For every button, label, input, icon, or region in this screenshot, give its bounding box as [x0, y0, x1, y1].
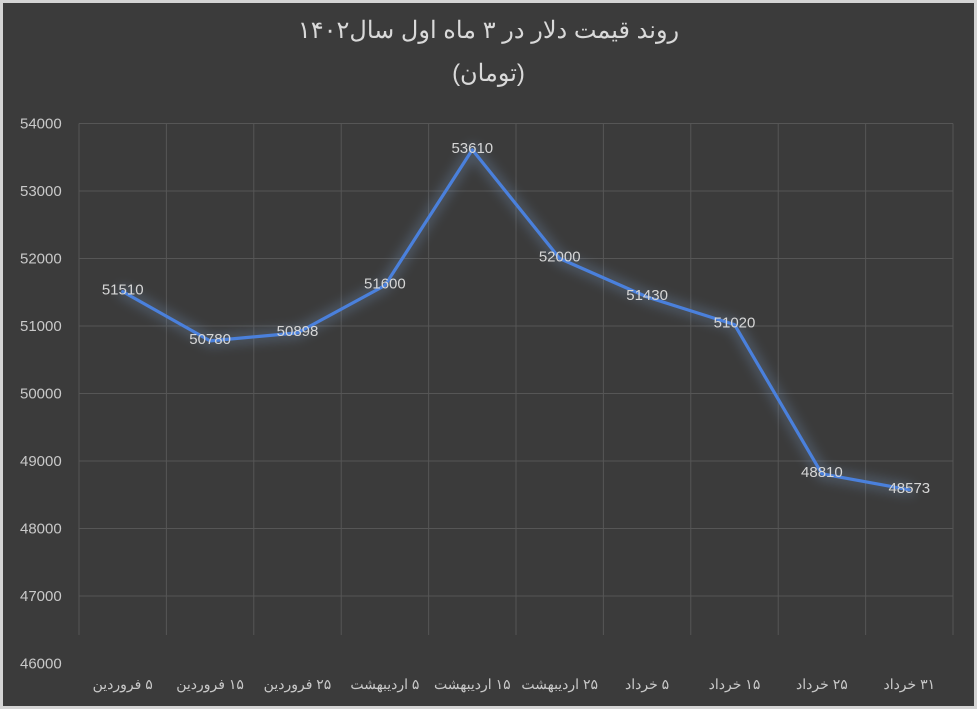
svg-text:50898: 50898 — [277, 323, 319, 340]
svg-text:51020: 51020 — [714, 315, 756, 332]
svg-text:54000: 54000 — [20, 116, 62, 133]
svg-text:53000: 53000 — [20, 183, 62, 200]
svg-text:51600: 51600 — [364, 276, 406, 293]
svg-text:۱۵ اردیبهشت: ۱۵ اردیبهشت — [434, 676, 511, 693]
svg-text:50780: 50780 — [189, 331, 231, 348]
svg-text:۳۱ خرداد: ۳۱ خرداد — [883, 676, 935, 693]
svg-text:۲۵ خرداد: ۲۵ خرداد — [796, 676, 848, 693]
svg-text:51000: 51000 — [20, 318, 62, 335]
svg-text:49000: 49000 — [20, 453, 62, 470]
svg-text:۵ فروردین: ۵ فروردین — [93, 676, 153, 693]
svg-text:47000: 47000 — [20, 588, 62, 605]
svg-text:46000: 46000 — [20, 656, 62, 673]
svg-text:53610: 53610 — [451, 140, 493, 157]
svg-text:48573: 48573 — [888, 480, 930, 497]
svg-text:۲۵ اردیبهشت: ۲۵ اردیبهشت — [521, 676, 598, 693]
svg-text:50000: 50000 — [20, 386, 62, 403]
svg-text:51510: 51510 — [102, 282, 144, 299]
svg-text:۱۵ فروردین: ۱۵ فروردین — [176, 676, 244, 693]
svg-text:51430: 51430 — [626, 287, 668, 304]
svg-text:48000: 48000 — [20, 521, 62, 538]
svg-text:52000: 52000 — [539, 249, 581, 266]
svg-text:48810: 48810 — [801, 464, 843, 481]
svg-text:۲۵ فروردین: ۲۵ فروردین — [264, 676, 332, 693]
svg-text:52000: 52000 — [20, 251, 62, 268]
svg-text:۱۵ خرداد: ۱۵ خرداد — [709, 676, 761, 693]
svg-text:۵ خرداد: ۵ خرداد — [625, 676, 669, 693]
svg-text:۵ اردیبهشت: ۵ اردیبهشت — [350, 676, 419, 693]
